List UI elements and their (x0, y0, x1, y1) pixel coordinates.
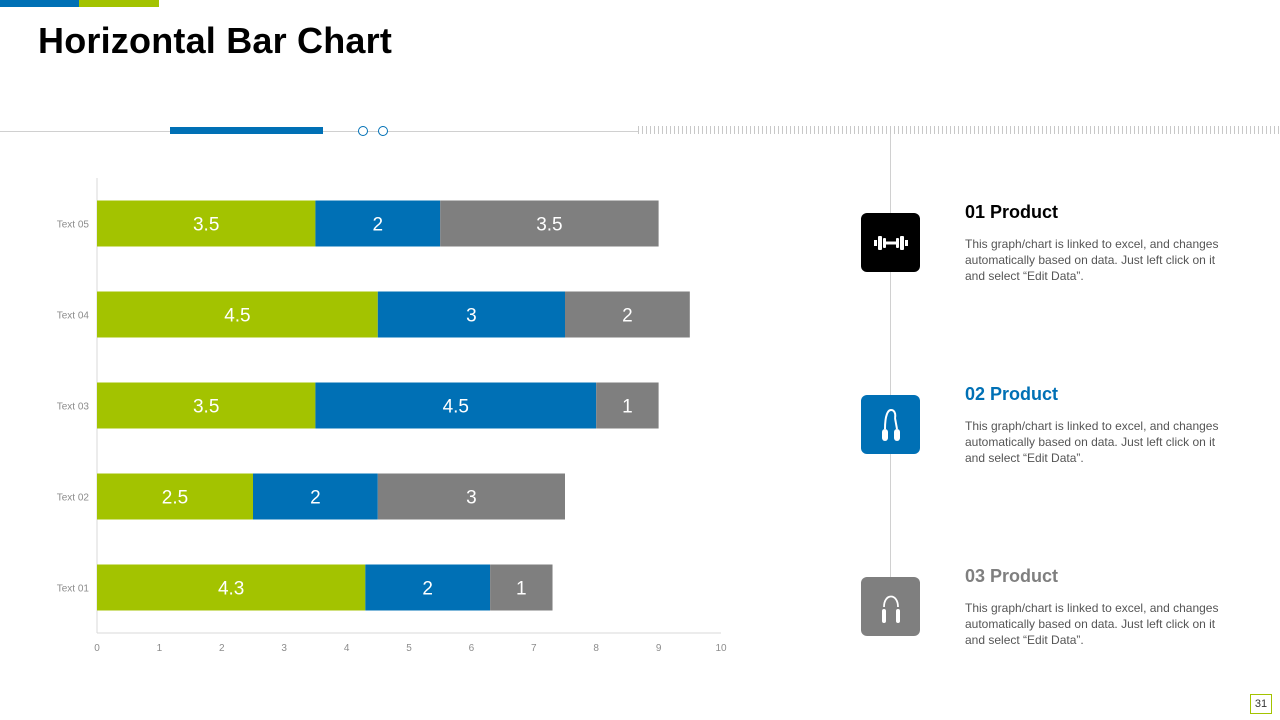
data-label: 1 (622, 397, 633, 418)
hand-grip-icon (861, 395, 920, 454)
bar-segment (315, 382, 597, 429)
x-tick-label: 7 (531, 643, 537, 654)
x-tick-label: 10 (715, 643, 727, 654)
bar-chart: 0 1 2 3 4 5 6 7 8 9 10 Text 05 3.5 2 3.5 Text 04 4.5 3 2 Te… (57, 178, 727, 654)
divider-accent-bar (170, 127, 323, 134)
x-tick-label: 6 (469, 643, 475, 654)
x-tick-label: 5 (406, 643, 412, 654)
bar-segment (377, 473, 565, 520)
feature-title-1: 01 Product (965, 202, 1059, 222)
y-tick-label: Text 02 (57, 493, 90, 504)
bar-segment (97, 291, 378, 338)
y-tick-label: Text 03 (57, 402, 90, 413)
bar-segment (565, 291, 690, 338)
bar-segment (97, 564, 366, 611)
data-label: 4.3 (218, 579, 244, 600)
divider-hatch (638, 126, 1280, 134)
top-accent-blue (0, 0, 79, 7)
bar-segment (253, 473, 378, 520)
bar-segment (490, 564, 553, 611)
bar-segment (97, 473, 253, 520)
data-label: 3.5 (193, 397, 219, 418)
feature-title-3: 03 Product (965, 566, 1059, 586)
data-label: 2.5 (162, 488, 188, 509)
data-label: 3.5 (536, 215, 562, 236)
x-tick-label: 0 (94, 643, 100, 654)
data-label: 3 (466, 488, 477, 509)
feature-desc-1: This graph/chart is linked to excel, and… (965, 237, 1219, 283)
x-tick-label: 1 (157, 643, 163, 654)
data-label: 1 (516, 579, 527, 600)
feature-desc-2: This graph/chart is linked to excel, and… (965, 419, 1219, 465)
data-label: 2 (310, 488, 321, 509)
divider-dot (358, 126, 368, 136)
feature-desc-3: This graph/chart is linked to excel, and… (965, 601, 1219, 647)
x-tick-label: 8 (593, 643, 599, 654)
y-tick-label: Text 01 (57, 584, 90, 595)
jump-rope-icon (861, 577, 920, 636)
data-label: 3 (466, 306, 477, 327)
bar-segment (315, 200, 441, 247)
bar-segment (97, 382, 316, 429)
bar-segment (97, 200, 316, 247)
page-title: Horizontal Bar Chart (38, 20, 393, 61)
divider-dot (378, 126, 388, 136)
data-label: 4.5 (443, 397, 469, 418)
bar-segment (365, 564, 491, 611)
data-label: 4.5 (224, 306, 250, 327)
bar-segment (377, 291, 565, 338)
bar-segment (596, 382, 659, 429)
x-tick-label: 3 (281, 643, 287, 654)
data-label: 3.5 (193, 215, 219, 236)
data-label: 2 (622, 306, 633, 327)
top-accent-green (79, 0, 159, 7)
x-tick-label: 9 (656, 643, 662, 654)
page-number: 31 (1250, 694, 1272, 714)
timeline-line (890, 134, 891, 634)
dumbbell-icon (861, 213, 920, 272)
x-tick-label: 4 (344, 643, 350, 654)
data-label: 2 (373, 215, 384, 236)
x-tick-label: 2 (219, 643, 225, 654)
bar-segment (440, 200, 659, 247)
feature-title-2: 02 Product (965, 384, 1059, 404)
y-tick-label: Text 05 (57, 220, 90, 231)
y-tick-label: Text 04 (57, 311, 90, 322)
data-label: 2 (422, 579, 433, 600)
